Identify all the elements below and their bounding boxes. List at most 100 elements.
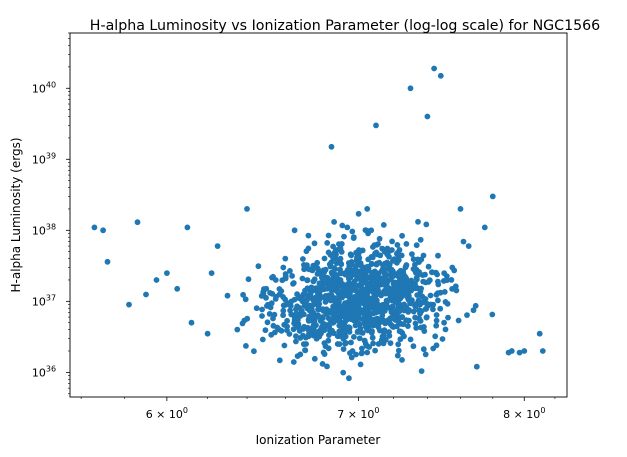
scatter-point: [240, 291, 247, 298]
scatter-point: [287, 303, 294, 309]
scatter-point: [341, 233, 347, 240]
scatter-point: [344, 224, 351, 231]
scatter-point: [383, 297, 390, 304]
scatter-point: [369, 269, 376, 276]
scatter-point: [338, 241, 345, 247]
scatter-point: [341, 286, 347, 292]
scatter-point: [301, 324, 308, 330]
scatter-point: [351, 334, 357, 340]
scatter-point: [455, 317, 462, 324]
scatter-point: [321, 255, 328, 262]
scatter-point: [208, 270, 215, 276]
scatter-point: [381, 281, 387, 287]
scatter-point: [244, 206, 250, 212]
scatter-point: [414, 256, 421, 263]
scatter-point: [432, 333, 439, 340]
scatter-point: [323, 276, 329, 283]
scatter-point: [366, 344, 373, 350]
scatter-point: [291, 317, 298, 323]
scatter-point: [437, 305, 444, 312]
scatter-point: [407, 336, 414, 343]
scatter-point: [295, 323, 302, 330]
scatter-point: [399, 293, 406, 299]
scatter-point: [347, 296, 354, 303]
scatter-point: [324, 363, 330, 370]
scatter-point: [357, 361, 364, 368]
scatter-point: [377, 276, 384, 283]
scatter-point: [346, 375, 352, 382]
scatter-point: [373, 122, 379, 129]
scatter-point: [134, 219, 141, 226]
scatter-point: [296, 294, 303, 300]
scatter-point: [442, 326, 449, 333]
scatter-point: [320, 308, 327, 314]
x-axis-ticks: 6 × 100 7 × 100 8 × 100: [80, 397, 556, 421]
chart-title: H-alpha Luminosity vs Ionization Paramet…: [90, 18, 600, 34]
scatter-point: [329, 271, 336, 277]
scatter-point: [291, 227, 298, 234]
scatter-point: [293, 333, 299, 340]
scatter-point: [164, 270, 170, 276]
scatter-point: [396, 272, 403, 279]
scatter-point: [281, 321, 288, 328]
scatter-point: [302, 347, 308, 354]
scatter-point: [372, 347, 378, 354]
scatter-point: [363, 275, 370, 281]
scatter-point: [287, 268, 293, 274]
scatter-point: [358, 262, 364, 269]
scatter-point: [332, 317, 339, 324]
scatter-point: [352, 286, 359, 292]
scatter-point: [299, 275, 306, 282]
scatter-point: [391, 285, 398, 292]
scatter-point: [416, 315, 422, 322]
scatter-point: [244, 315, 251, 322]
scatter-point: [386, 329, 392, 335]
scatter-point: [259, 313, 265, 319]
scatter-point: [322, 293, 328, 300]
scatter-point: [374, 307, 381, 314]
scatter-point: [409, 300, 415, 307]
scatter-point: [284, 317, 290, 324]
scatter-point: [332, 247, 339, 254]
scatter-point: [381, 307, 388, 314]
scatter-point: [380, 222, 387, 228]
scatter-point: [337, 269, 344, 276]
scatter-point: [387, 340, 394, 346]
scatter-point: [348, 354, 355, 361]
scatter-point: [243, 343, 249, 349]
scatter-point: [368, 310, 375, 317]
scatter-point: [396, 247, 403, 253]
scatter-point: [364, 349, 371, 356]
scatter-point: [472, 302, 479, 309]
scatter-point: [345, 272, 352, 279]
scatter-point: [489, 193, 496, 200]
scatter-point: [378, 337, 385, 343]
scatter-point: [126, 301, 132, 308]
scatter-point: [416, 269, 422, 275]
scatter-point: [328, 143, 335, 150]
scatter-point: [348, 339, 354, 346]
scatter-point: [394, 300, 401, 307]
scatter-point: [413, 325, 420, 331]
scatter-point: [321, 340, 328, 346]
scatter-point: [416, 307, 422, 314]
scatter-point: [396, 307, 403, 314]
scatter-point: [405, 317, 412, 324]
scatter-point: [290, 326, 297, 333]
scatter-point: [353, 276, 360, 282]
scatter-point: [349, 348, 356, 354]
scatter-point: [286, 331, 293, 337]
scatter-point: [355, 255, 362, 262]
scatter-point: [304, 277, 311, 284]
scatter-point: [356, 335, 363, 342]
scatter-point: [434, 290, 441, 296]
scatter-point: [311, 240, 318, 247]
scatter-point: [349, 228, 356, 235]
scatter-point: [338, 307, 344, 314]
scatter-point: [399, 232, 405, 239]
scatter-point: [407, 285, 414, 292]
scatter-point: [337, 259, 343, 266]
scatter-point: [376, 235, 383, 242]
x-tick-label: 7 × 100: [337, 406, 379, 421]
